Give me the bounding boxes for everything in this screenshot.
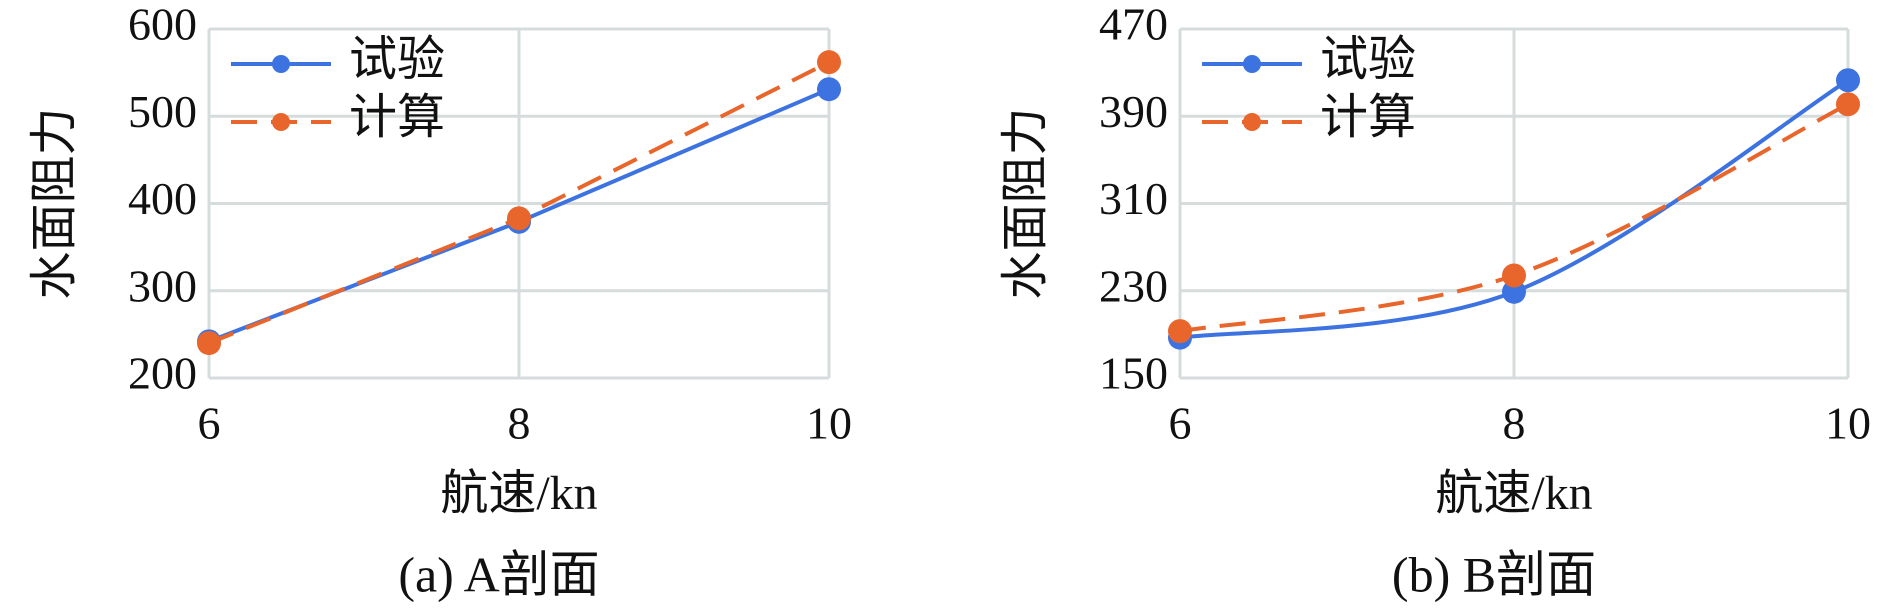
x-axis-title: 航速/kn — [440, 467, 597, 520]
data-point — [1836, 92, 1860, 117]
y-tick-label: 500 — [128, 86, 197, 137]
x-tick-label: 10 — [806, 398, 852, 449]
legend-label: 试验 — [1320, 33, 1416, 86]
legend-marker — [272, 113, 290, 131]
legend-marker — [272, 55, 290, 73]
data-point — [197, 331, 221, 356]
x-tick-label: 8 — [1503, 398, 1526, 449]
legend-label: 计算 — [349, 91, 445, 144]
y-tick-label: 400 — [128, 173, 197, 224]
data-point — [1502, 263, 1526, 288]
x-axis-title: 航速/kn — [1435, 467, 1592, 520]
y-tick-label: 230 — [1099, 260, 1168, 311]
legend-label: 计算 — [1320, 91, 1416, 144]
y-tick-label: 600 — [128, 0, 197, 50]
data-point — [1836, 68, 1860, 93]
x-tick-label: 8 — [508, 398, 531, 449]
y-tick-label: 300 — [128, 260, 197, 311]
data-point — [817, 77, 841, 102]
y-tick-label: 310 — [1099, 173, 1168, 224]
legend-marker — [1243, 113, 1261, 131]
y-axis-title: 水面阻力 — [28, 107, 81, 299]
y-tick-label: 470 — [1099, 0, 1168, 50]
x-tick-label: 6 — [1169, 398, 1192, 449]
data-point — [507, 206, 531, 231]
y-tick-label: 150 — [1099, 348, 1168, 399]
x-tick-label: 6 — [198, 398, 221, 449]
caption: (b) B剖面 — [1392, 546, 1596, 602]
y-tick-label: 390 — [1099, 86, 1168, 137]
x-tick-label: 10 — [1825, 398, 1871, 449]
y-tick-label: 200 — [128, 348, 197, 399]
data-point — [817, 50, 841, 75]
legend-label: 试验 — [349, 33, 445, 86]
y-axis-title: 水面阻力 — [999, 107, 1052, 299]
caption: (a) A剖面 — [398, 546, 599, 602]
data-point — [1168, 319, 1192, 344]
legend-marker — [1243, 55, 1261, 73]
